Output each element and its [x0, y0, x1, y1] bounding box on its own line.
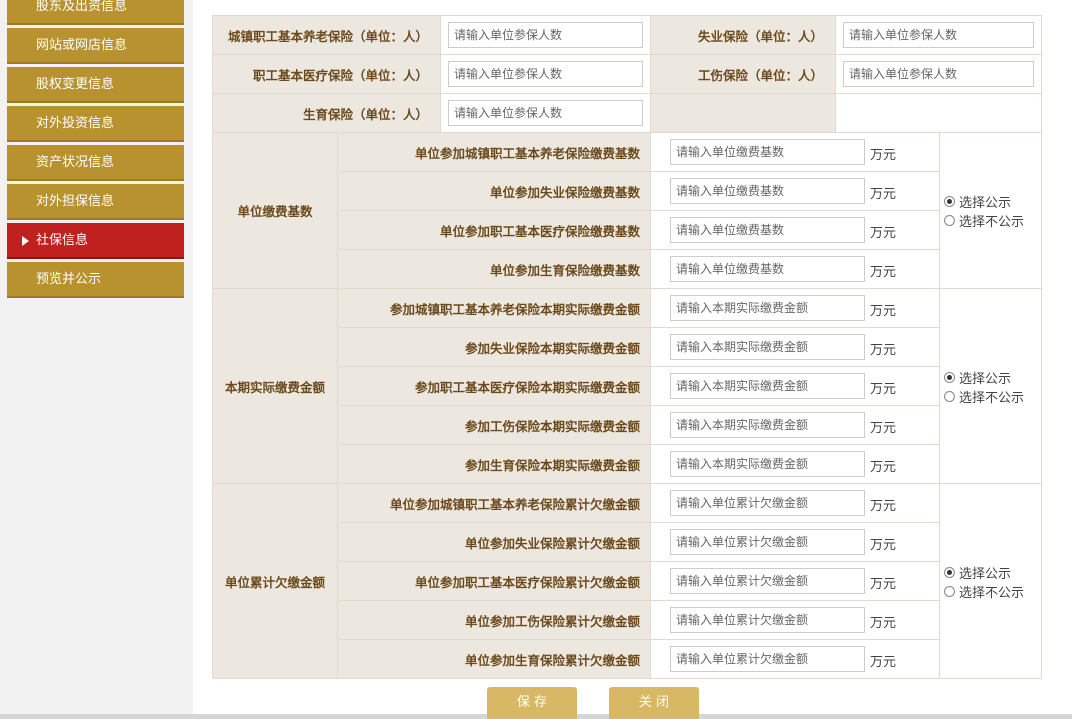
text-input[interactable]: 请输入单位缴费基数	[670, 178, 865, 204]
row-label: 参加失业保险本期实际缴费金额	[338, 328, 651, 367]
text-input[interactable]: 请输入单位累计欠缴金额	[670, 568, 865, 594]
row-label: 参加职工基本医疗保险本期实际缴费金额	[338, 367, 651, 406]
unit: 万元	[870, 655, 897, 670]
radio-label[interactable]: 选择公示	[959, 566, 1012, 582]
label-cell: 城镇职工基本养老保险（单位：人）	[213, 16, 441, 55]
text-input[interactable]: 请输入单位累计欠缴金额	[670, 646, 865, 672]
row-label: 参加生育保险本期实际缴费金额	[338, 445, 651, 484]
radio[interactable]	[944, 215, 955, 226]
input-cell	[836, 94, 1042, 133]
row-label: 单位参加生育保险累计欠缴金额	[338, 640, 651, 679]
menu-item[interactable]: 股东及出资信息	[7, 0, 184, 25]
unit: 万元	[870, 421, 897, 436]
text-input[interactable]: 请输入本期实际缴费金额	[670, 373, 865, 399]
option-cell	[940, 133, 1042, 289]
button[interactable]: 关 闭	[609, 687, 699, 719]
text-input[interactable]: 请输入单位累计欠缴金额	[670, 607, 865, 633]
unit: 万元	[870, 382, 897, 397]
radio[interactable]	[944, 390, 955, 402]
label-cell: 职工基本医疗保险（单位：人）	[213, 55, 441, 94]
row-label: 单位参加失业保险缴费基数	[338, 172, 651, 211]
text-input[interactable]: 请输入单位参保人数	[448, 100, 643, 126]
radio-label[interactable]: 选择公示	[959, 371, 1012, 387]
radio-label[interactable]: 选择公示	[959, 196, 1012, 211]
option-cell	[940, 484, 1042, 679]
active-arrow	[22, 236, 29, 246]
menu-item[interactable]: 对外担保信息	[7, 184, 184, 220]
radio[interactable]	[944, 585, 955, 597]
option-cell	[940, 289, 1042, 484]
menu-item[interactable]: 社保信息	[7, 223, 184, 259]
row-label: 单位参加城镇职工基本养老保险缴费基数	[338, 133, 651, 172]
menu-item[interactable]: 预览并公示	[7, 262, 184, 298]
radio-label[interactable]: 选择不公示	[959, 390, 1025, 406]
row-label: 参加城镇职工基本养老保险本期实际缴费金额	[338, 289, 651, 328]
unit: 万元	[870, 187, 897, 202]
text-input[interactable]: 请输入单位缴费基数	[670, 139, 865, 165]
radio[interactable]	[944, 371, 955, 383]
unit: 万元	[870, 148, 897, 163]
section-title: 本期实际缴费金额	[213, 289, 338, 484]
unit: 万元	[870, 265, 897, 280]
text-input[interactable]: 请输入单位缴费基数	[670, 217, 865, 243]
radio-label[interactable]: 选择不公示	[959, 585, 1025, 601]
row-label: 单位参加生育保险缴费基数	[338, 250, 651, 289]
radio[interactable]	[944, 196, 955, 207]
text-input[interactable]: 请输入单位参保人数	[448, 61, 643, 87]
section-title: 单位缴费基数	[213, 133, 338, 289]
unit: 万元	[870, 304, 897, 319]
menu-item[interactable]: 股权变更信息	[7, 67, 184, 103]
text-input[interactable]: 请输入本期实际缴费金额	[670, 334, 865, 360]
unit: 万元	[870, 577, 897, 592]
text-input[interactable]: 请输入单位累计欠缴金额	[670, 529, 865, 555]
text-input[interactable]: 请输入单位缴费基数	[670, 256, 865, 282]
row-label: 单位参加失业保险累计欠缴金额	[338, 523, 651, 562]
row-label: 单位参加职工基本医疗保险累计欠缴金额	[338, 562, 651, 601]
menu-item[interactable]: 资产状况信息	[7, 145, 184, 181]
radio-label[interactable]: 选择不公示	[959, 215, 1025, 230]
label-cell	[651, 94, 836, 133]
text-input[interactable]: 请输入单位累计欠缴金额	[670, 490, 865, 516]
unit: 万元	[870, 499, 897, 514]
radio[interactable]	[944, 566, 955, 578]
unit: 万元	[870, 460, 897, 475]
text-input[interactable]: 请输入单位参保人数	[843, 22, 1034, 48]
row-label: 单位参加城镇职工基本养老保险累计欠缴金额	[338, 484, 651, 523]
text-input[interactable]: 请输入本期实际缴费金额	[670, 451, 865, 477]
section-title: 单位累计欠缴金额	[213, 484, 338, 679]
menu-item[interactable]: 网站或网店信息	[7, 28, 184, 64]
row-label: 单位参加职工基本医疗保险缴费基数	[338, 211, 651, 250]
unit: 万元	[870, 616, 897, 631]
row-label: 参加工伤保险本期实际缴费金额	[338, 406, 651, 445]
text-input[interactable]: 请输入单位参保人数	[448, 22, 643, 48]
menu-item[interactable]: 对外投资信息	[7, 106, 184, 142]
label-cell: 失业保险（单位：人）	[651, 16, 836, 55]
label-cell: 生育保险（单位：人）	[213, 94, 441, 133]
unit: 万元	[870, 538, 897, 553]
row-label: 单位参加工伤保险累计欠缴金额	[338, 601, 651, 640]
unit: 万元	[870, 343, 897, 358]
label-cell: 工伤保险（单位：人）	[651, 55, 836, 94]
text-input[interactable]: 请输入单位参保人数	[843, 61, 1034, 87]
button[interactable]: 保 存	[487, 687, 577, 719]
unit: 万元	[870, 226, 897, 241]
text-input[interactable]: 请输入本期实际缴费金额	[670, 412, 865, 438]
text-input[interactable]: 请输入本期实际缴费金额	[670, 295, 865, 321]
